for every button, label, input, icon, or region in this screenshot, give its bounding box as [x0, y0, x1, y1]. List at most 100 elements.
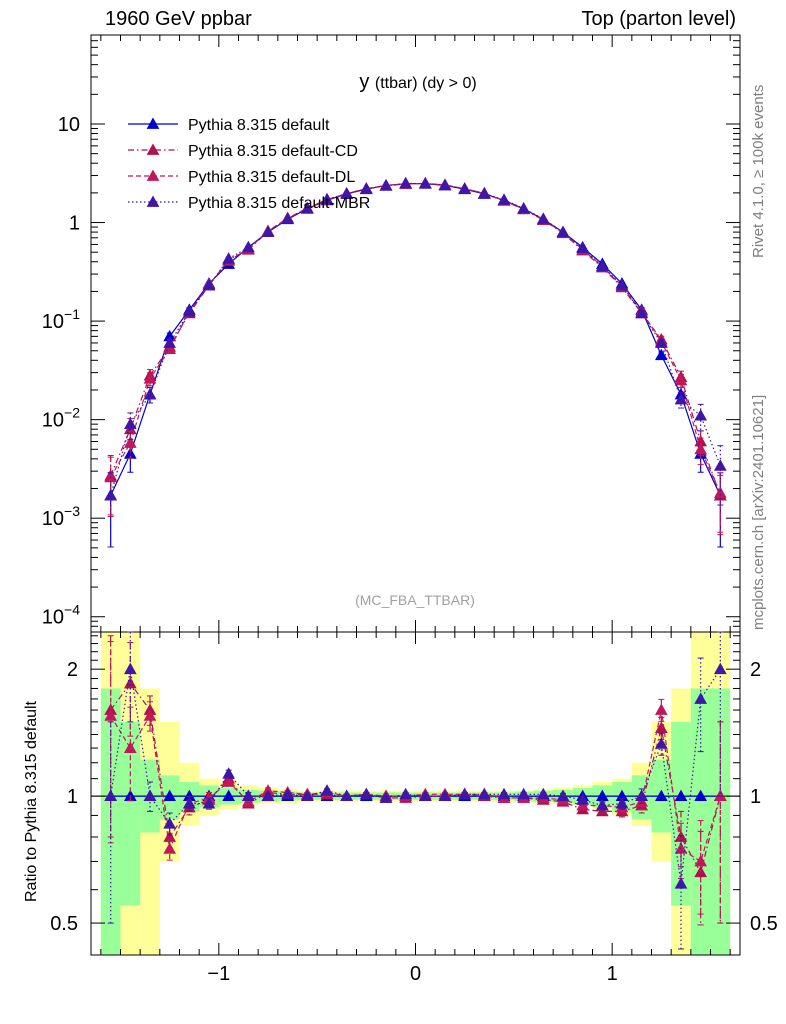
main-data-point — [202, 278, 216, 291]
main-series-3 — [104, 176, 727, 548]
main-series-line — [110, 182, 721, 494]
ratio-series-3 — [104, 631, 727, 950]
main-data-point — [123, 417, 137, 430]
main-data-point — [261, 225, 275, 237]
ratio-data-point — [222, 789, 236, 802]
ratio-y-tick-label-right: 2 — [750, 659, 761, 681]
ratio-plot-frame — [90, 631, 741, 956]
main-data-point — [674, 373, 688, 386]
ratio-data-point — [576, 798, 590, 811]
ratio-y-tick-label-right: 0.5 — [750, 913, 778, 935]
ratio-data-point — [163, 789, 177, 802]
ratio-y-axis-label: Ratio to Pythia 8.315 default — [23, 700, 40, 902]
main-data-point — [674, 392, 688, 405]
legend-label: Pythia 8.315 default-DL — [188, 169, 355, 186]
main-data-point — [281, 212, 295, 224]
main-data-point — [104, 488, 118, 501]
ratio-data-point — [713, 662, 727, 675]
ratio-data-point — [300, 789, 314, 802]
ratio-data-point — [674, 877, 688, 889]
ratio-data-point — [261, 789, 275, 802]
main-data-point — [143, 372, 157, 384]
main-data-point — [438, 178, 452, 191]
ratio-data-point — [104, 789, 118, 802]
ratio-data-point — [713, 789, 727, 802]
y-tick-label: 10−3 — [42, 503, 80, 530]
legend-entry: Pythia 8.315 default-MBR — [128, 195, 370, 212]
ratio-data-point — [595, 804, 609, 817]
legend-marker — [146, 195, 160, 207]
ratio-data-point — [418, 789, 432, 802]
legend-label: Pythia 8.315 default-CD — [188, 143, 358, 160]
ratio-data-point — [536, 787, 550, 800]
ratio-data-point — [694, 789, 708, 802]
main-data-point — [654, 348, 668, 361]
main-data-point — [123, 436, 137, 448]
ratio-data-point — [635, 789, 649, 802]
ratio-data-point — [163, 842, 177, 854]
legend-marker — [146, 143, 160, 155]
ratio-data-point — [163, 817, 177, 829]
main-data-point — [143, 387, 157, 400]
main-data-point — [497, 193, 511, 205]
main-data-point — [359, 182, 373, 194]
ratio-data-point — [281, 787, 295, 800]
ratio-data-point — [517, 787, 531, 800]
y-tick-label: 10−1 — [42, 306, 80, 333]
main-series-1 — [104, 176, 727, 536]
ratio-data-point — [241, 795, 255, 807]
main-data-point — [536, 212, 550, 224]
ratio-data-point — [674, 789, 688, 802]
ratio-data-point — [143, 709, 157, 721]
main-data-point — [320, 192, 334, 205]
ratio-y-tick-label: 2 — [67, 659, 78, 681]
ratio-series-line — [110, 668, 721, 884]
main-data-point — [517, 201, 531, 214]
ratio-data-point — [458, 787, 472, 800]
ratio-data-point — [399, 787, 413, 800]
ratio-data-point — [654, 737, 668, 749]
ratio-data-point — [202, 797, 216, 809]
main-data-point — [635, 306, 649, 319]
main-data-point — [163, 336, 177, 348]
ratio-data-point — [654, 703, 668, 715]
main-series-line — [110, 183, 721, 496]
x-tick-label: −1 — [207, 963, 230, 985]
main-data-point — [477, 186, 491, 199]
main-data-point — [694, 409, 708, 421]
main-data-point — [379, 179, 393, 191]
ratio-data-point — [379, 791, 393, 803]
main-data-point — [300, 202, 314, 214]
plot-title: y (ttbar) (dy > 0) — [359, 71, 476, 93]
ratio-data-point — [615, 797, 629, 809]
process-label: 1960 GeV ppbar — [105, 8, 252, 30]
ratio-data-point — [595, 798, 609, 811]
ratio-data-point — [438, 789, 452, 802]
ratio-series-line — [110, 682, 721, 874]
ratio-data-point — [320, 784, 334, 796]
ratio-band-green — [120, 721, 141, 906]
ratio-y-tick-label: 1 — [67, 786, 78, 808]
ratio-data-point — [497, 787, 511, 800]
legend-label: Pythia 8.315 default-MBR — [188, 195, 370, 212]
main-data-point — [694, 442, 708, 455]
main-data-point — [654, 336, 668, 348]
analysis-watermark: (MC_FBA_TTBAR) — [355, 592, 475, 608]
main-series-0 — [104, 177, 727, 548]
x-tick-label: 0 — [410, 963, 421, 985]
main-data-point — [595, 259, 609, 272]
ratio-data-point — [222, 767, 236, 779]
main-data-point — [182, 305, 196, 317]
ratio-data-point — [340, 789, 354, 802]
x-tick-label: 1 — [607, 963, 618, 985]
main-data-point — [458, 182, 472, 194]
ratio-data-point — [576, 793, 590, 805]
main-data-point — [340, 187, 354, 199]
y-tick-label: 10 — [58, 114, 80, 136]
ratio-data-point — [241, 789, 255, 802]
ratio-data-point — [694, 854, 708, 867]
legend-label: Pythia 8.315 default — [188, 117, 330, 134]
ratio-y-tick-label-right: 1 — [750, 786, 761, 808]
main-data-point — [713, 459, 727, 471]
